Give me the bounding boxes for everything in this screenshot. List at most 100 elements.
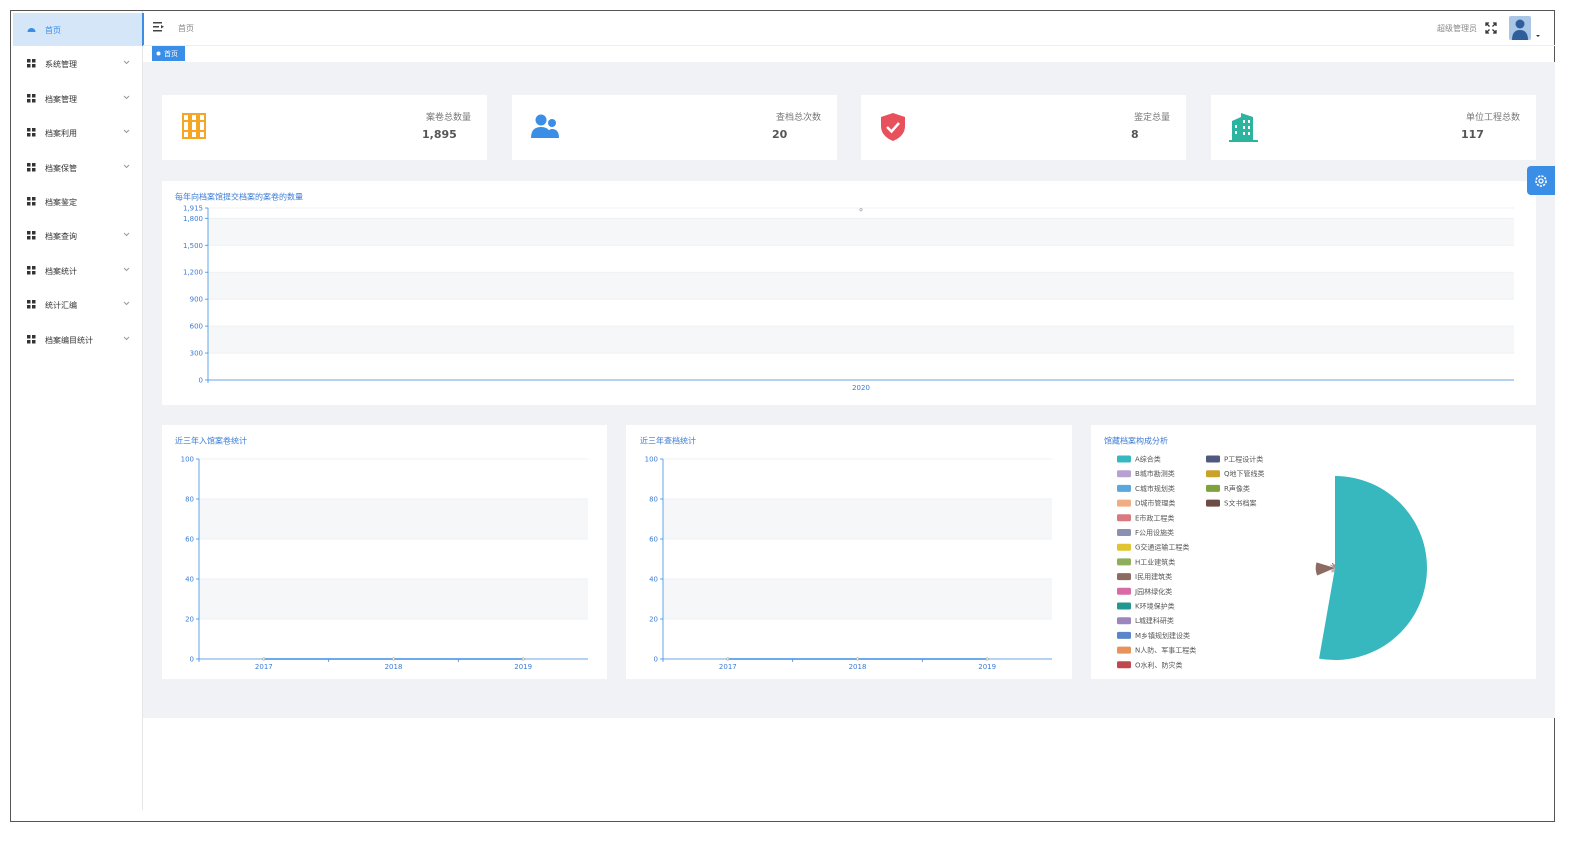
nav-icon [27, 197, 36, 206]
legend-swatch [1117, 617, 1131, 625]
legend-swatch [1117, 661, 1131, 669]
legend-label: M乡镇规划建设类 [1135, 631, 1190, 640]
nav-icon [27, 93, 36, 103]
nav-icon [27, 231, 36, 240]
line-point [521, 657, 525, 661]
legend-swatch [1206, 484, 1220, 492]
pie-slice [1333, 567, 1335, 568]
legend-label: F公用设施类 [1135, 528, 1174, 537]
chart-title: 馆藏档案构成分析 [1104, 436, 1168, 446]
legend-label: P工程设计类 [1224, 455, 1263, 464]
nav-label: 统计汇编 [45, 301, 77, 311]
grid-band [208, 272, 1514, 300]
pie-slice [1333, 568, 1335, 571]
user-name[interactable]: 超级管理员 [1437, 24, 1477, 33]
legend-swatch [1206, 499, 1220, 507]
breadcrumb[interactable]: 首页 [178, 24, 194, 33]
stat-card: 单位工程总数 117 [1211, 95, 1536, 160]
legend-swatch [1206, 455, 1220, 463]
legend-label: I民用建筑类 [1135, 572, 1172, 581]
avatar[interactable] [1509, 16, 1541, 42]
x-tick-label: 2019 [514, 663, 532, 671]
y-tick-label: 20 [185, 616, 194, 624]
stat-value: 8 [1131, 128, 1139, 141]
y-tick-label: 80 [185, 496, 194, 504]
pie-slice [1330, 568, 1335, 571]
nav-item[interactable]: 统计汇编 [13, 288, 142, 321]
nav-label: 档案利用 [45, 129, 77, 139]
nav-label: 档案编目统计 [45, 335, 93, 345]
y-tick-label: 20 [649, 616, 658, 624]
chart-panel [1091, 425, 1536, 679]
x-tick-label: 2019 [978, 663, 996, 671]
legend-label: S文书档案 [1224, 499, 1256, 508]
pie-slice [1330, 564, 1335, 568]
nav-item[interactable]: 档案管理 [13, 82, 142, 115]
stat-icon [182, 113, 206, 139]
nav-item[interactable]: 档案利用 [13, 116, 142, 149]
y-tick-label: 80 [649, 496, 658, 504]
y-tick-label: 300 [190, 350, 203, 358]
nav-item[interactable]: 档案查询 [13, 219, 142, 252]
nav-chevron [123, 233, 130, 237]
pie-slice [1331, 562, 1335, 568]
nav-item[interactable]: 档案统计 [13, 254, 142, 287]
fullscreen-icon[interactable] [1485, 22, 1497, 34]
nav-icon [27, 300, 36, 309]
grid-band [208, 218, 1514, 246]
y-tick-label: 0 [190, 656, 194, 664]
nav-chevron [123, 301, 130, 306]
nav-chevron [123, 95, 130, 100]
pie-slice [1334, 564, 1335, 568]
nav-item[interactable]: 首页 [13, 13, 144, 46]
nav-item[interactable]: 档案编目统计 [13, 323, 142, 356]
pie-slice [1319, 476, 1427, 660]
nav-label: 档案鉴定 [45, 198, 77, 207]
header: 首页 超级管理员 [143, 11, 1555, 46]
line-point [726, 657, 730, 661]
settings-button[interactable] [1527, 166, 1555, 195]
legend-label: R声像类 [1224, 484, 1250, 493]
line-point [859, 208, 863, 212]
nav-chevron [123, 164, 130, 168]
nav-label: 档案管理 [45, 94, 77, 104]
nav-item[interactable]: 系统管理 [13, 47, 142, 80]
stat-icon [1229, 113, 1258, 142]
legend-swatch [1117, 558, 1131, 566]
legend-swatch [1117, 543, 1131, 551]
x-tick-label: 2018 [385, 663, 403, 671]
nav-label: 档案查询 [45, 232, 77, 242]
pie-slice [1333, 564, 1335, 568]
y-tick-label: 40 [185, 576, 194, 584]
x-tick-label: 2020 [852, 384, 870, 392]
stat-label: 鉴定总量 [1133, 113, 1170, 123]
pie-slice [1332, 568, 1335, 570]
y-tick-label: 60 [185, 536, 194, 544]
tag-dot [156, 51, 161, 56]
pie-slice [1333, 565, 1335, 568]
line-point [391, 657, 395, 661]
menu-toggle[interactable] [153, 22, 165, 32]
nav-item[interactable]: 档案鉴定 [13, 185, 142, 218]
y-tick-label: 0 [199, 377, 203, 385]
stat-icon [531, 114, 559, 138]
legend-label: B城市勘测类 [1135, 469, 1175, 478]
grid-band [199, 579, 588, 619]
nav-label: 档案保管 [45, 163, 77, 173]
grid-band [199, 499, 588, 539]
tag-active[interactable]: 首页 [152, 46, 185, 61]
stat-label: 单位工程总数 [1465, 113, 1520, 123]
stat-card: 查档总次数 20 [512, 95, 837, 160]
y-tick-label: 1,915 [183, 205, 203, 213]
legend-swatch [1117, 573, 1131, 581]
chart-panel [626, 425, 1072, 679]
y-tick-label: 1,800 [183, 215, 203, 223]
stat-label: 查档总次数 [775, 113, 821, 123]
nav-item[interactable]: 档案保管 [13, 151, 142, 184]
gear-icon [1535, 175, 1547, 187]
y-tick-label: 40 [649, 576, 658, 584]
stat-value: 1,895 [422, 128, 457, 141]
nav-label: 首页 [45, 26, 61, 35]
legend-label: C城市规划类 [1135, 484, 1175, 493]
